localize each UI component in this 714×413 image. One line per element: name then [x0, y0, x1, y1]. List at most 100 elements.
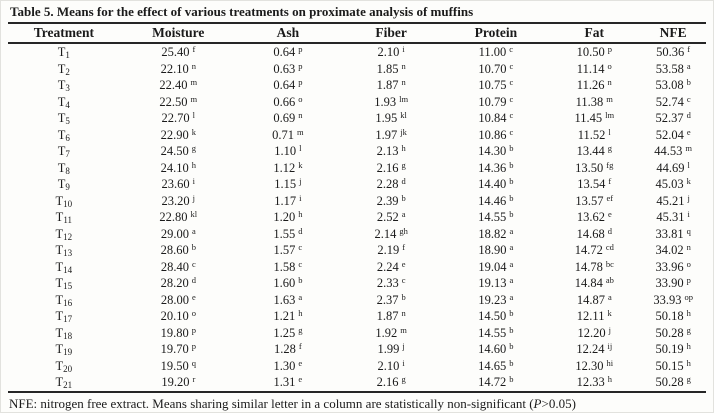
table-row: T16 28.00 e 1.63 a 2.37 b 19.23 a 14.87 a 33.93 op [8, 292, 706, 309]
value-cell: 2.16 g [339, 374, 444, 392]
value-cell: 1.31 e [237, 374, 339, 392]
value-cell: 2.19 f [339, 242, 444, 259]
significance-letter: c [401, 275, 406, 285]
treatment-base: T [55, 325, 64, 340]
mean-value: 1.31 [273, 375, 296, 389]
value-cell: 14.40 b [444, 176, 549, 193]
value-cell: 44.69 l [640, 160, 706, 177]
mean-value: 28.60 [160, 243, 189, 257]
significance-letter: n [298, 110, 303, 120]
mean-value: 22.40 [159, 78, 188, 92]
treatment-base: T [55, 210, 64, 224]
value-cell: 22.10 n [120, 61, 237, 78]
significance-letter: k [191, 126, 196, 137]
col-header-nfe: NFE [640, 23, 706, 44]
value-cell: 1.30 e [237, 358, 339, 375]
treatment-cell: T8 [8, 160, 120, 177]
significance-letter: c [298, 242, 303, 252]
significance-letter: b [509, 192, 514, 203]
significance-letter: b [298, 275, 303, 285]
mean-value: 18.82 [478, 226, 507, 241]
table-row: T13 28.60 b 1.57 c 2.19 f 18.90 a 14.72 cd 34.02 n [8, 242, 706, 259]
value-cell: 0.66 o [237, 94, 339, 111]
value-cell: 12.11 k [548, 308, 640, 325]
mean-value: 2.16 [376, 375, 399, 389]
mean-value: 13.44 [576, 144, 605, 158]
treatment-subscript: 12 [63, 231, 73, 242]
value-cell: 1.57 c [237, 242, 339, 259]
significance-letter: b [509, 176, 514, 186]
treatment-cell: T14 [8, 259, 120, 276]
value-cell: 25.40 f [120, 43, 237, 61]
value-cell: 11.52 l [548, 127, 640, 144]
mean-value: 14.60 [478, 342, 507, 356]
table-row: T20 19.50 q 1.30 e 2.10 i 14.65 b 12.30 hi 50.15 h [8, 358, 706, 375]
value-cell: 2.52 a [339, 209, 444, 226]
significance-letter: b [509, 357, 514, 368]
significance-letter: q [686, 225, 691, 236]
treatment-cell: T5 [8, 110, 120, 127]
treatment-subscript: 1 [65, 50, 70, 60]
value-cell: 10.79 c [444, 94, 549, 111]
significance-letter: fg [606, 159, 614, 170]
significance-letter: i [687, 209, 690, 219]
treatment-base: T [55, 309, 64, 323]
significance-letter: d [607, 225, 612, 236]
significance-letter: b [509, 308, 514, 318]
value-cell: 14.84 ab [548, 275, 640, 292]
significance-letter: k [298, 159, 303, 170]
mean-value: 12.20 [577, 325, 606, 340]
value-cell: 33.81 q [640, 226, 706, 243]
treatment-cell: T21 [8, 374, 120, 392]
treatment-base: T [57, 177, 66, 191]
significance-letter: c [509, 44, 514, 54]
treatment-cell: T1 [8, 43, 120, 61]
mean-value: 44.53 [654, 144, 683, 158]
significance-letter: e [191, 291, 196, 302]
mean-value: 18.90 [478, 243, 507, 257]
value-cell: 11.14 o [548, 61, 640, 78]
mean-value: 0.64 [273, 45, 296, 59]
significance-letter: b [509, 143, 514, 153]
mean-value: 28.00 [160, 292, 189, 307]
treatment-subscript: 2 [65, 66, 70, 77]
significance-letter: d [191, 275, 196, 285]
value-cell: 1.93 lm [339, 94, 444, 111]
significance-letter: cd [605, 242, 614, 252]
value-cell: 19.20 r [120, 374, 237, 392]
significance-letter: l [192, 110, 196, 120]
significance-letter: a [686, 60, 691, 71]
significance-letter: b [509, 209, 514, 219]
significance-letter: p [607, 44, 612, 54]
significance-letter: r [192, 374, 196, 384]
value-cell: 53.58 a [640, 61, 706, 78]
mean-value: 52.37 [655, 111, 684, 125]
table-body: T1 25.40 f 0.64 p 2.10 i 11.00 c 10.50 p 50.36 f T2… [8, 43, 706, 392]
significance-letter: j [402, 341, 405, 351]
significance-letter: g [401, 374, 406, 384]
mean-value: 19.20 [161, 375, 190, 389]
value-cell: 14.65 b [444, 358, 549, 375]
mean-value: 11.14 [576, 61, 605, 76]
mean-value: 45.31 [656, 210, 685, 224]
proximate-analysis-table: Treatment Moisture Ash Fiber Protein Fat… [8, 22, 706, 393]
mean-value: 19.04 [478, 259, 507, 274]
table-row: T6 22.90 k 0.71 m 1.97 jk 10.86 c 11.52 l 52.04 e [8, 127, 706, 144]
treatment-base: T [57, 160, 66, 175]
value-cell: 2.16 g [339, 160, 444, 177]
mean-value: 0.66 [273, 94, 296, 109]
significance-letter: g [401, 159, 406, 170]
treatment-base: T [57, 127, 66, 142]
significance-letter: m [190, 77, 198, 87]
table-row: T21 19.20 r 1.31 e 2.16 g 14.72 b 12.33 h 50.28 g [8, 374, 706, 392]
footnote-text: NFE: nitrogen free extract. Means sharin… [9, 395, 534, 411]
significance-letter: i [402, 44, 405, 54]
mean-value: 1.63 [273, 292, 296, 307]
mean-value: 1.10 [274, 144, 297, 158]
mean-value: 10.50 [576, 45, 605, 59]
significance-letter: k [607, 308, 612, 318]
treatment-cell: T17 [8, 308, 120, 325]
value-cell: 33.90 p [640, 275, 706, 292]
value-cell: 44.53 m [640, 143, 706, 160]
value-cell: 18.90 a [444, 242, 549, 259]
